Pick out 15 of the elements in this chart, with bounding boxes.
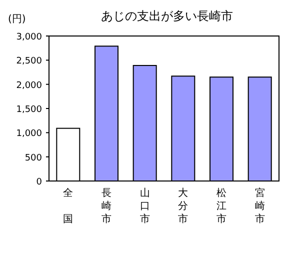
x-tick-label: 大分市	[178, 187, 188, 225]
y-tick-label: 2,500	[16, 56, 42, 67]
category-label: 全国	[63, 188, 74, 225]
y-tick-label: 1,000	[16, 129, 42, 140]
y-axis-title: (円)	[8, 14, 26, 25]
y-tick-label: 500	[24, 153, 42, 164]
chart-title: あじの支出が多い長崎市	[101, 9, 233, 23]
y-tick-label: 2,000	[16, 80, 42, 91]
x-tick-label: 松江市	[216, 187, 226, 225]
x-tick-label: 長崎市	[102, 188, 112, 225]
y-tick-label: 1,500	[16, 105, 42, 115]
y-tick-label: 0	[36, 178, 42, 188]
y-tick-label: 3,000	[16, 32, 42, 42]
x-tick-label: 山口市	[140, 187, 150, 225]
x-tick-label: 宮崎市	[254, 187, 265, 225]
